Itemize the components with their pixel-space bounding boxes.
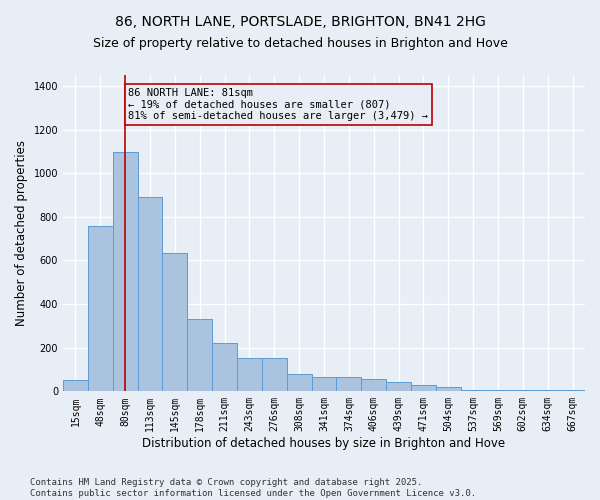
Text: 86, NORTH LANE, PORTSLADE, BRIGHTON, BN41 2HG: 86, NORTH LANE, PORTSLADE, BRIGHTON, BN4… <box>115 15 485 29</box>
Bar <box>63 380 88 392</box>
Text: Size of property relative to detached houses in Brighton and Hove: Size of property relative to detached ho… <box>92 38 508 51</box>
Bar <box>187 320 212 392</box>
Bar <box>560 390 585 392</box>
Bar <box>287 374 311 392</box>
Bar <box>311 377 337 392</box>
Bar <box>461 390 485 392</box>
Bar <box>337 377 361 392</box>
X-axis label: Distribution of detached houses by size in Brighton and Hove: Distribution of detached houses by size … <box>142 437 506 450</box>
Bar <box>212 344 237 392</box>
Bar <box>262 358 287 392</box>
Bar <box>137 197 163 392</box>
Bar <box>361 380 386 392</box>
Bar <box>163 253 187 392</box>
Bar <box>485 390 511 392</box>
Y-axis label: Number of detached properties: Number of detached properties <box>15 140 28 326</box>
Text: 86 NORTH LANE: 81sqm
← 19% of detached houses are smaller (807)
81% of semi-deta: 86 NORTH LANE: 81sqm ← 19% of detached h… <box>128 88 428 122</box>
Bar <box>113 152 137 392</box>
Bar <box>88 226 113 392</box>
Bar <box>237 358 262 392</box>
Bar <box>511 390 535 392</box>
Bar <box>436 388 461 392</box>
Bar <box>535 390 560 392</box>
Bar <box>411 385 436 392</box>
Text: Contains HM Land Registry data © Crown copyright and database right 2025.
Contai: Contains HM Land Registry data © Crown c… <box>30 478 476 498</box>
Bar <box>386 382 411 392</box>
